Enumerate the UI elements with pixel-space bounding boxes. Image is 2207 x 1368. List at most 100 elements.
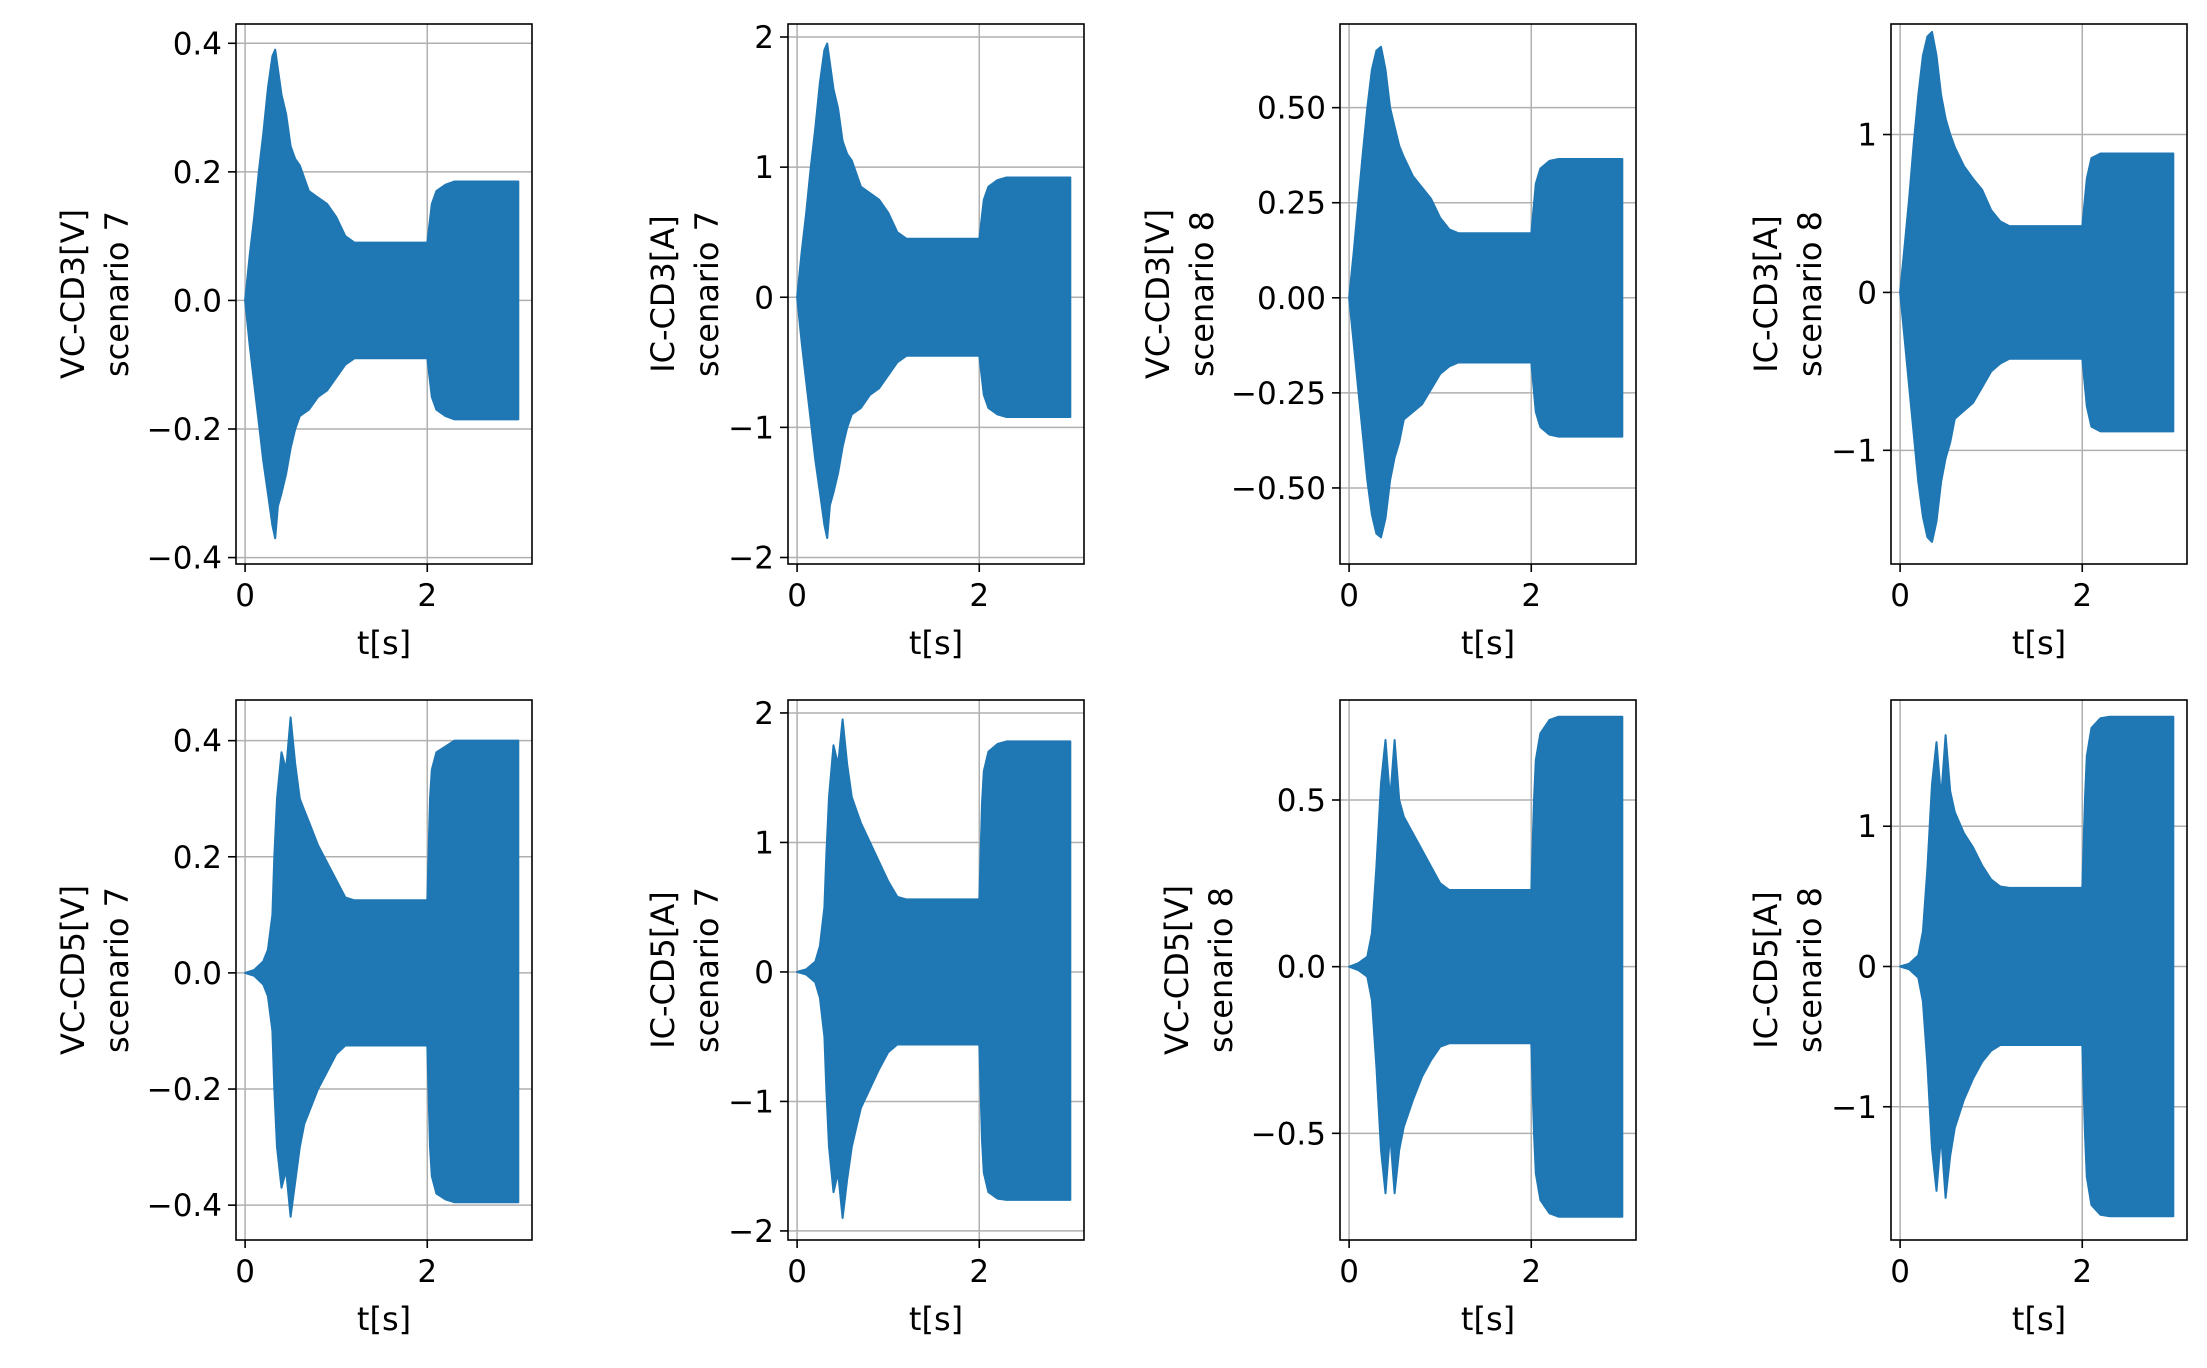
y-tick-label: −0.2: [147, 412, 222, 448]
y-axis-label-line: IC-CD5[A]: [644, 891, 682, 1049]
x-tick-label: 0: [235, 578, 255, 614]
y-axis-label: IC-CD5[A] scenario 8: [1747, 887, 1829, 1053]
y-axis-label-line: scenario 7: [98, 887, 136, 1053]
y-tick-label: 0.4: [173, 26, 222, 62]
chart-panel: 0 2 −1 0 1 t[s] IC-CD3[A] scenario 8: [1747, 23, 2188, 662]
y-axis-label: VC-CD3[V] scenario 8: [1139, 209, 1221, 379]
y-axis-label-line: scenario 8: [1202, 887, 1240, 1053]
x-tick-label: 2: [417, 1254, 437, 1290]
y-tick-label: −1: [728, 410, 774, 446]
y-tick-label: −0.50: [1231, 471, 1326, 507]
y-tick-label: −0.2: [147, 1072, 222, 1108]
signal-series: [796, 42, 1072, 539]
y-tick-label: −0.25: [1231, 376, 1326, 412]
signal-series: [244, 716, 520, 1218]
chart-panel: 0 2 −0.5 0.0 0.5 t[s] VC-CD5[V] scenario 8: [1158, 699, 1637, 1338]
x-tick-label: 0: [1890, 1254, 1910, 1290]
y-axis-label: IC-CD3[A] scenario 8: [1747, 211, 1829, 377]
axes-frame: [235, 23, 533, 565]
chart-panel: 0 2 −1 0 1 t[s] IC-CD5[A] scenario 8: [1747, 699, 2188, 1338]
x-axis-label: t[s]: [909, 1300, 963, 1338]
x-tick-label: 2: [2072, 1254, 2092, 1290]
x-tick-label: 0: [1339, 578, 1359, 614]
y-tick-label: 0.2: [173, 840, 222, 876]
y-axis-label-line: scenario 8: [1183, 211, 1221, 377]
y-tick-label: 0: [1857, 275, 1877, 311]
y-tick-label: 0.4: [173, 724, 222, 760]
y-tick-label: 1: [754, 825, 774, 861]
y-tick-label: 0.0: [1277, 950, 1326, 986]
chart-panel: 0 2 −0.4 −0.2 0.0 0.2 0.4 t[s] VC-CD3[V] scenario…: [54, 23, 533, 662]
axes-frame: [787, 23, 1085, 565]
y-tick-label: 0: [754, 280, 774, 316]
y-axis-label-line: scenario 7: [98, 211, 136, 377]
x-axis-label: t[s]: [357, 1300, 411, 1338]
y-axis-label-line: scenario 8: [1791, 211, 1829, 377]
signal-series: [244, 48, 520, 540]
axes-frame: [1339, 699, 1637, 1241]
y-axis-label: VC-CD5[V] scenario 7: [54, 885, 136, 1055]
chart-panel: 0 2 −0.4 −0.2 0.0 0.2 0.4 t[s] VC-CD5[V] scenario…: [54, 699, 533, 1338]
y-axis-label: VC-CD3[V] scenario 7: [54, 209, 136, 379]
axes-frame: [235, 699, 533, 1241]
y-tick-label: 0: [1857, 949, 1877, 985]
y-tick-label: −0.5: [1251, 1116, 1326, 1152]
y-axis-label-line: VC-CD5[V]: [54, 885, 92, 1055]
y-tick-label: 0.00: [1257, 281, 1326, 317]
y-tick-label: 0: [754, 955, 774, 991]
y-tick-label: 1: [1857, 118, 1877, 154]
y-tick-label: 0.25: [1257, 186, 1326, 222]
y-axis-label-line: VC-CD3[V]: [1139, 209, 1177, 379]
y-tick-label: 0.0: [173, 283, 222, 319]
y-tick-label: 2: [754, 696, 774, 732]
y-tick-label: 0.50: [1257, 91, 1326, 127]
axes-frame: [1339, 23, 1637, 565]
signal-series: [1899, 30, 2175, 543]
y-axis-label-line: scenario 7: [688, 887, 726, 1053]
y-axis-label-line: IC-CD3[A]: [644, 215, 682, 373]
x-tick-label: 0: [787, 1254, 807, 1290]
x-tick-label: 2: [1521, 578, 1541, 614]
y-axis-label-line: VC-CD5[V]: [1158, 885, 1196, 1055]
axes-frame: [1890, 23, 2188, 565]
y-tick-label: −1: [728, 1084, 774, 1120]
axes-frame: [787, 699, 1085, 1241]
y-axis-label-line: scenario 7: [688, 211, 726, 377]
x-axis-label: t[s]: [2012, 624, 2066, 662]
y-tick-label: −0.4: [147, 1188, 222, 1224]
chart-panel: 0 2 −0.50 −0.25 0.00 0.25 0.50 t[s] VC-CD3[V] sce…: [1139, 23, 1637, 662]
y-tick-label: 0.5: [1277, 783, 1326, 819]
y-tick-label: −0.4: [147, 541, 222, 577]
signal-series: [1348, 45, 1624, 539]
signal-series: [796, 718, 1072, 1219]
signal-series: [1899, 715, 2175, 1218]
x-tick-label: 0: [1339, 1254, 1359, 1290]
y-tick-label: 0.0: [173, 956, 222, 992]
y-axis-label-line: IC-CD5[A]: [1747, 891, 1785, 1049]
y-tick-label: 0.2: [173, 155, 222, 191]
x-tick-label: 0: [787, 578, 807, 614]
x-tick-label: 0: [1890, 578, 1910, 614]
x-tick-label: 2: [417, 578, 437, 614]
y-tick-label: −1: [1831, 433, 1877, 469]
x-axis-label: t[s]: [909, 624, 963, 662]
y-tick-label: −2: [728, 1214, 774, 1250]
x-axis-label: t[s]: [1461, 1300, 1515, 1338]
y-tick-label: 2: [754, 20, 774, 56]
y-axis-label-line: IC-CD3[A]: [1747, 215, 1785, 373]
x-axis-label: t[s]: [1461, 624, 1515, 662]
signal-series: [1348, 715, 1624, 1218]
x-tick-label: 2: [969, 578, 989, 614]
x-tick-label: 2: [2072, 578, 2092, 614]
y-axis-label: IC-CD5[A] scenario 7: [644, 887, 726, 1053]
y-axis-label-line: scenario 8: [1791, 887, 1829, 1053]
x-tick-label: 2: [1521, 1254, 1541, 1290]
y-axis-label: VC-CD5[V] scenario 8: [1158, 885, 1240, 1055]
y-axis-label: IC-CD3[A] scenario 7: [644, 211, 726, 377]
x-axis-label: t[s]: [357, 624, 411, 662]
y-tick-label: −2: [728, 540, 774, 576]
x-tick-label: 2: [969, 1254, 989, 1290]
